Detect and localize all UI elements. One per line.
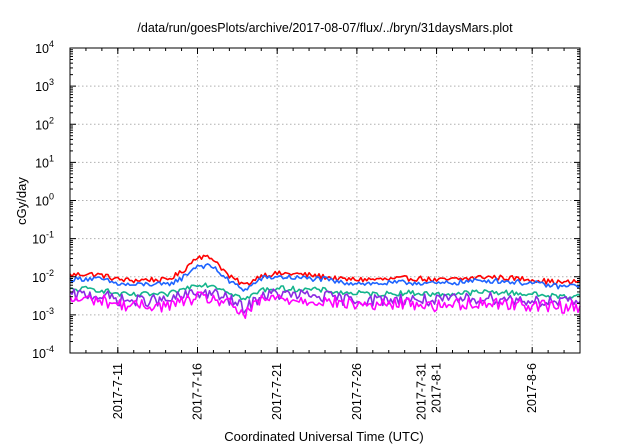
y-tick-label: 10-4	[32, 344, 54, 361]
y-axis-label: cGy/day	[14, 177, 29, 225]
y-tick-label: 10-3	[32, 306, 54, 323]
x-tick-label: 2017-7-26	[350, 363, 364, 420]
x-tick-label: 2017-7-16	[191, 363, 205, 420]
y-tick-label: 10-2	[32, 268, 54, 285]
grid-lines	[70, 48, 580, 353]
y-tick-label: 104	[35, 39, 54, 56]
data-series	[69, 254, 581, 320]
chart-title: /data/run/goesPlots/archive/2017-08-07/f…	[137, 21, 513, 35]
series-line-3	[69, 282, 581, 301]
y-tick-label: 10-1	[32, 230, 54, 247]
y-tick-label: 102	[35, 115, 54, 132]
axes: 104 103 102 101 100 10-1 10-2 10-3 10-4 2017-7-11…	[32, 39, 581, 420]
series-line-4	[69, 288, 581, 315]
x-axis-label: Coordinated Universal Time (UTC)	[224, 429, 423, 444]
y-tick-label: 103	[35, 77, 54, 94]
y-tick-label: 100	[35, 192, 54, 209]
x-tick-label: 2017-7-31	[415, 363, 429, 420]
y-tick-label: 101	[35, 153, 54, 170]
x-tick-label: 2017-8-6	[525, 363, 539, 413]
x-tick-label: 2017-7-21	[270, 363, 284, 420]
series-line-1	[69, 254, 580, 286]
plot-frame	[69, 47, 581, 354]
series-line-5	[69, 291, 581, 320]
series-line-2	[69, 263, 581, 292]
x-tick-label: 2017-7-11	[111, 363, 125, 419]
x-tick-label: 2017-8-1	[430, 363, 444, 413]
